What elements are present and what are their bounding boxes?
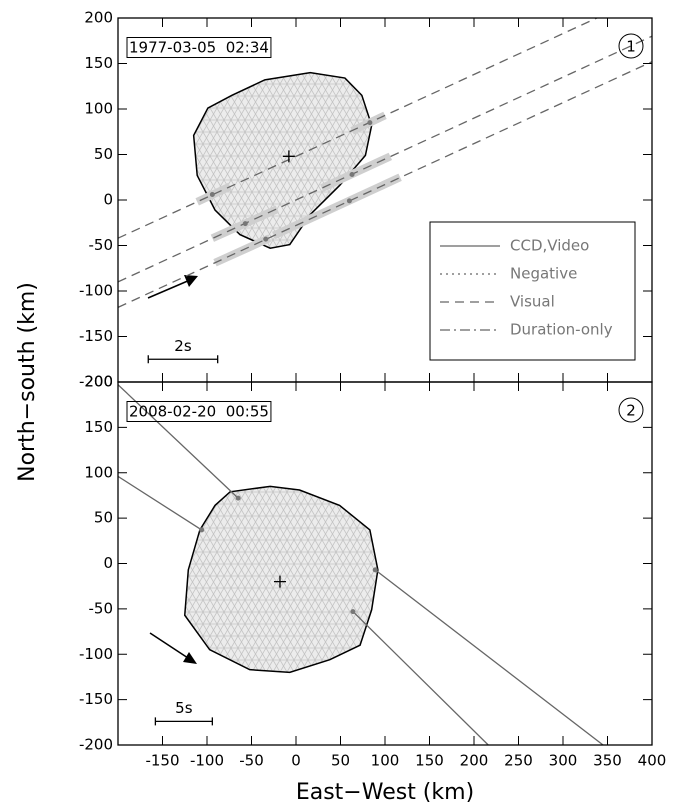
- panel-circle: [618, 33, 644, 59]
- date-box: [126, 37, 272, 58]
- panel-number: 2: [626, 402, 636, 420]
- dot: [372, 567, 378, 573]
- y-tick-label: 150: [84, 54, 113, 72]
- legend-label: Visual: [510, 293, 555, 311]
- y-tick-label: 0: [103, 554, 113, 572]
- dot: [242, 221, 248, 227]
- y-tick-label: 200: [84, 9, 113, 27]
- x-tick-label: 300: [549, 752, 578, 770]
- dot: [350, 609, 356, 615]
- legend-box: [429, 221, 636, 361]
- x-axis-label: East−West (km): [296, 780, 474, 805]
- center-cross: [282, 150, 295, 163]
- date-box: [126, 401, 272, 422]
- legend-label: CCD,Video: [510, 237, 589, 255]
- chord: [118, 18, 598, 239]
- scale-bar: [154, 717, 213, 726]
- legend-label: Negative: [510, 265, 577, 283]
- y-tick-label: -50: [89, 599, 114, 617]
- chord: [374, 569, 604, 745]
- dot: [263, 236, 269, 242]
- dot: [346, 198, 352, 204]
- x-tick-label: 350: [593, 752, 622, 770]
- plot-area: [118, 384, 604, 745]
- y-axis-label: North−south (km): [15, 282, 40, 482]
- y-tick-label: -200: [79, 373, 113, 391]
- arrow: [147, 275, 198, 664]
- dot: [349, 172, 355, 178]
- date-label: 1977-03-05 02:34: [129, 39, 269, 57]
- legend-label: Duration-only: [510, 321, 613, 339]
- y-tick-label: -50: [89, 236, 114, 254]
- y-tick-label: -150: [79, 327, 113, 345]
- y-tick-label: 150: [84, 418, 113, 436]
- dot: [209, 192, 215, 198]
- x-tick-label: 50: [331, 752, 350, 770]
- x-tick-label: 150: [415, 752, 444, 770]
- body-outline: [192, 71, 373, 250]
- y-tick-label: 200: [84, 373, 113, 391]
- x-tick-label: -50: [239, 752, 264, 770]
- y-tick-label: 50: [94, 509, 113, 527]
- panel-number: 1: [626, 38, 636, 56]
- x-tick-label: -100: [190, 752, 224, 770]
- x-tick-label: 100: [371, 752, 400, 770]
- dot: [199, 527, 205, 533]
- y-tick-label: -200: [79, 736, 113, 754]
- x-tick-label: 250: [504, 752, 533, 770]
- body-outline: [183, 485, 379, 674]
- y-tick-label: 50: [94, 145, 113, 163]
- y-tick-label: 0: [103, 191, 113, 209]
- chord: [118, 61, 652, 308]
- date-label: 2008-02-20 00:55: [129, 403, 269, 421]
- chord: [118, 475, 203, 531]
- y-tick-label: 100: [84, 100, 113, 118]
- plot-area: [118, 18, 652, 308]
- y-tick-label: -150: [79, 690, 113, 708]
- scale-bar-label: 5s: [175, 699, 193, 717]
- x-tick-label: 400: [638, 752, 667, 770]
- dot: [235, 495, 241, 501]
- y-tick-label: -100: [79, 645, 113, 663]
- center-cross: [273, 575, 286, 588]
- x-tick-label: -150: [145, 752, 179, 770]
- y-tick-label: -100: [79, 282, 113, 300]
- scale-bar-label: 2s: [174, 337, 192, 355]
- chord: [352, 611, 489, 745]
- chord: [118, 384, 239, 499]
- x-tick-label: 0: [291, 752, 301, 770]
- dot: [367, 120, 373, 126]
- chord: [118, 35, 652, 283]
- x-tick-label: 200: [460, 752, 489, 770]
- panel-circle: [618, 397, 644, 423]
- y-tick-label: 100: [84, 463, 113, 481]
- scale-bar: [147, 355, 219, 364]
